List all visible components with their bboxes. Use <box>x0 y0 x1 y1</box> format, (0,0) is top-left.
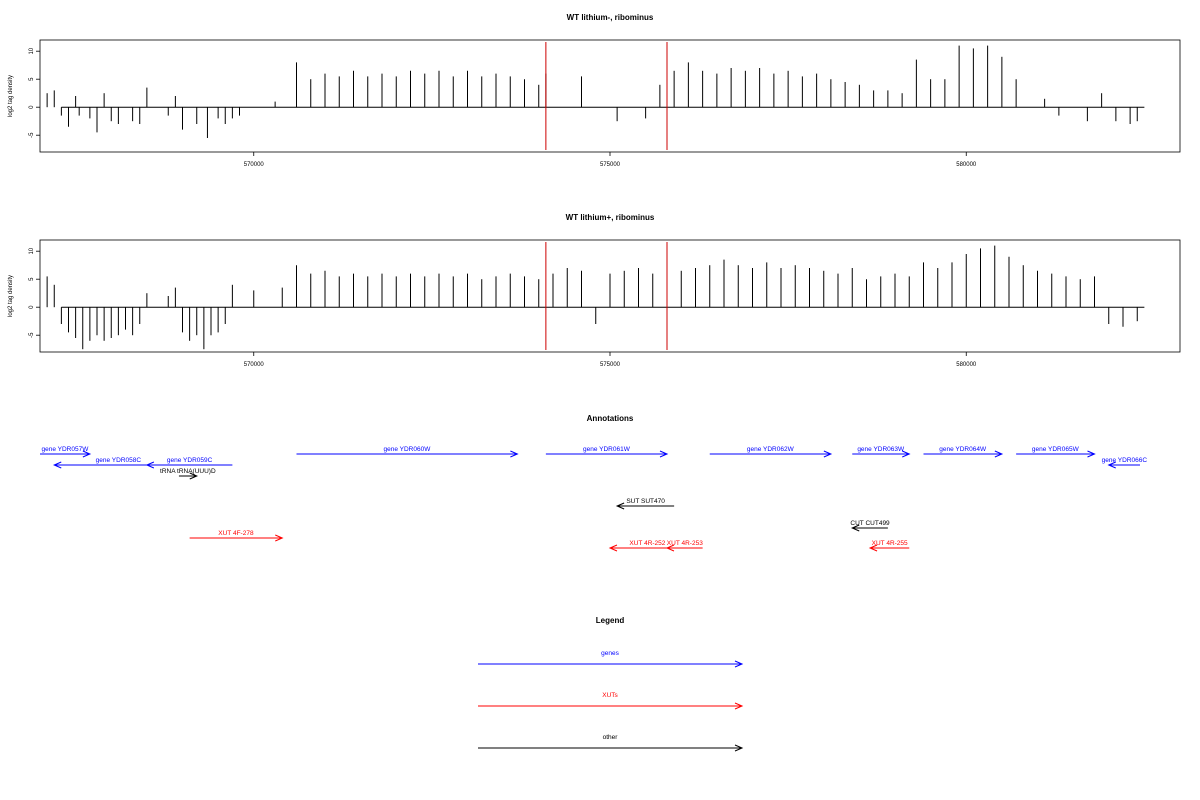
annotation-arrow-head <box>994 450 1004 458</box>
y-tick-label: 10 <box>29 247 35 254</box>
annotation-label: XUT 4R-255 <box>872 540 908 547</box>
legend-panel: Legend genes XUTs other <box>478 616 744 752</box>
annotation-arrow-head <box>868 544 878 552</box>
annotation-label: gene YDR061W <box>583 446 631 453</box>
plot-frame <box>39 39 1181 153</box>
legend-title: Legend <box>596 616 625 625</box>
annotation-label: CUT CUT499 <box>850 520 890 527</box>
annotation-arrow-head <box>82 450 92 458</box>
annotation-label: XUT 4R-252 <box>629 540 665 547</box>
panel-title: WT lithium+, ribominus <box>566 213 655 222</box>
x-tick-label: 570000 <box>244 162 265 168</box>
annotation-arrow-head <box>823 450 833 458</box>
annotation-label: XUT 4R-253 <box>667 540 703 547</box>
annotation-label: gene YDR065W <box>1032 446 1080 453</box>
y-axis-label: log2 tag density <box>8 275 14 317</box>
annotation-label: gene YDR066C <box>1102 457 1148 464</box>
annotations-title: Annotations <box>587 414 634 423</box>
annotation-arrow-head <box>659 450 669 458</box>
annotation-arrow-head <box>52 461 62 469</box>
y-tick-label: -5 <box>29 332 35 338</box>
x-tick-label: 575000 <box>600 362 621 368</box>
annotation-label: gene YDR060W <box>384 446 432 453</box>
density-panel-lithium-minus: WT lithium-, ribominus -5 0 5 10 log2 tag den… <box>8 13 1181 168</box>
annotation-arrow-head <box>902 450 911 458</box>
panel-title: WT lithium-, ribominus <box>567 13 654 22</box>
legend-label: XUTs <box>602 692 618 699</box>
legend-arrow-head <box>734 744 744 752</box>
annotation-label: gene YDR063W <box>857 446 905 453</box>
y-tick-label: -5 <box>29 132 35 138</box>
x-tick-label: 580000 <box>956 162 977 168</box>
annotation-label: gene YDR064W <box>939 446 987 453</box>
annotation-label: gene YDR059C <box>167 457 213 464</box>
y-axis-label: log2 tag density <box>8 75 14 117</box>
annotation-label: tRNA tRNA(UUU)D <box>160 468 216 475</box>
annotation-arrow-head <box>1087 450 1096 458</box>
x-tick-label: 575000 <box>600 162 621 168</box>
annotation-arrow-head <box>615 502 625 510</box>
x-tick-label: 580000 <box>956 362 977 368</box>
annotation-arrow-head <box>665 544 675 552</box>
annotations-panel: Annotations gene YDR057W gene YDR058C gene … <box>40 414 1148 552</box>
x-tick-label: 570000 <box>244 362 265 368</box>
annotation-label: gene YDR058C <box>96 457 142 464</box>
annotation-label: gene YDR062W <box>747 446 795 453</box>
annotation-arrow-head <box>510 450 519 458</box>
legend-label: other <box>603 734 619 741</box>
annotation-label: SUT SUT470 <box>626 498 665 505</box>
legend-arrow-head <box>734 702 744 710</box>
y-tick-label: 5 <box>29 277 35 281</box>
legend-label: genes <box>601 650 619 657</box>
annotation-arrow-head <box>850 524 860 532</box>
annotation-arrow-head <box>145 461 155 469</box>
density-panel-lithium-plus: WT lithium+, ribominus -5 0 5 10 log2 tag den… <box>8 213 1181 368</box>
annotation-label: XUT 4F-278 <box>218 530 254 537</box>
y-tick-label: 5 <box>29 77 35 81</box>
annotation-arrow-head <box>1107 461 1116 469</box>
legend-arrow-head <box>734 660 744 668</box>
annotation-label: gene YDR057W <box>42 446 90 453</box>
annotation-arrow-head <box>275 534 284 542</box>
annotation-arrow-head <box>189 472 199 480</box>
annotation-arrow-head <box>608 544 618 552</box>
y-tick-label: 0 <box>29 305 35 309</box>
y-tick-label: 10 <box>29 47 35 54</box>
y-tick-label: 0 <box>29 105 35 109</box>
